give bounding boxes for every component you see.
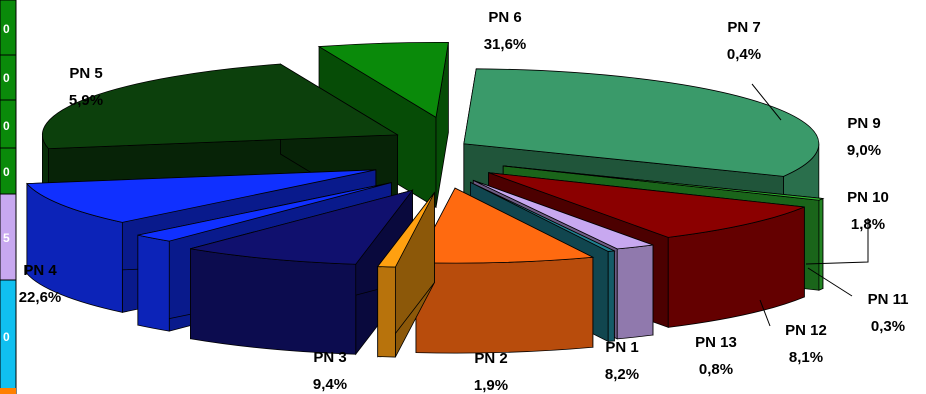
pie-slice-side xyxy=(607,250,615,342)
pie-slice-top xyxy=(317,41,449,119)
slice-label: PN 2 xyxy=(474,350,507,367)
pie-slice-top xyxy=(488,172,805,238)
slice-label: PN 3 xyxy=(313,349,346,366)
legend-strip: 0 0 0 0 5 0 xyxy=(0,0,17,394)
legend-strip-text: 5 xyxy=(3,231,10,245)
leader-line xyxy=(807,267,853,297)
leader-line xyxy=(751,83,782,121)
slice-percent-label: 8,2% xyxy=(605,366,639,383)
slice-label: PN 7 xyxy=(727,19,760,36)
pie-slice-top xyxy=(463,68,820,177)
slice-label: PN 13 xyxy=(695,334,737,351)
slice-label: PN 10 xyxy=(847,189,889,206)
slice-percent-label: 31,6% xyxy=(484,36,527,53)
pie-slice-top xyxy=(503,165,825,201)
pie-slice-side xyxy=(377,266,396,358)
legend-strip-cell: 0 xyxy=(0,0,17,56)
pie-slice-top xyxy=(473,179,654,250)
legend-strip-cell: 0 xyxy=(0,147,17,195)
pie-slice-top xyxy=(190,189,414,265)
slice-label: PN 11 xyxy=(868,291,909,308)
pie-slice-top xyxy=(137,182,392,242)
slice-percent-label: 1,8% xyxy=(851,216,885,233)
legend-strip-cell: 0 xyxy=(0,54,17,101)
slice-percent-label: 9,0% xyxy=(847,142,881,159)
legend-strip-cell: 0 xyxy=(0,99,17,149)
slice-percent-label: 0,4% xyxy=(727,46,761,63)
pie-slice xyxy=(415,187,595,354)
leader-line xyxy=(805,218,869,265)
slice-label: PN 12 xyxy=(785,322,827,339)
pie-slice-side xyxy=(190,248,357,355)
slice-label: PN 6 xyxy=(488,9,521,26)
legend-strip-text: 0 xyxy=(3,22,10,36)
legend-strip-cell: 0 xyxy=(0,279,17,394)
pie-slice-side xyxy=(137,234,170,332)
pie-slice-side xyxy=(415,256,594,354)
legend-strip-text: 0 xyxy=(3,71,10,85)
pie-slice-top xyxy=(376,192,435,268)
slice-percent-label: 1,9% xyxy=(474,377,508,394)
legend-strip-text: 0 xyxy=(3,165,10,179)
legend-strip-text: 0 xyxy=(3,330,10,344)
pie-slice-top xyxy=(42,63,399,150)
legend-strip-text: 0 xyxy=(3,119,10,133)
pie-slice xyxy=(376,191,435,358)
legend-strip-bottom-swatch xyxy=(0,388,16,394)
slice-percent-label: 9,4% xyxy=(313,376,347,393)
legend-strip-cell: 5 xyxy=(0,193,17,281)
slice-label: PN 5 xyxy=(69,65,102,82)
pie-slice-side xyxy=(616,244,654,340)
pie-slice-top xyxy=(26,169,376,223)
slice-label: PN 9 xyxy=(847,115,880,132)
legend-strip-swatch xyxy=(0,279,17,394)
slice-percent-label: 0,8% xyxy=(699,361,733,378)
leader-line xyxy=(759,299,771,327)
pie-slice-top xyxy=(470,181,616,252)
slice-label: PN 4 xyxy=(23,262,57,279)
slice-percent-label: 5,9% xyxy=(69,92,103,109)
slice-percent-label: 22,6% xyxy=(19,289,62,306)
slice-percent-label: 8,1% xyxy=(789,349,823,366)
slice-percent-label: 0,3% xyxy=(871,318,905,335)
slice-label: PN 1 xyxy=(605,339,638,356)
